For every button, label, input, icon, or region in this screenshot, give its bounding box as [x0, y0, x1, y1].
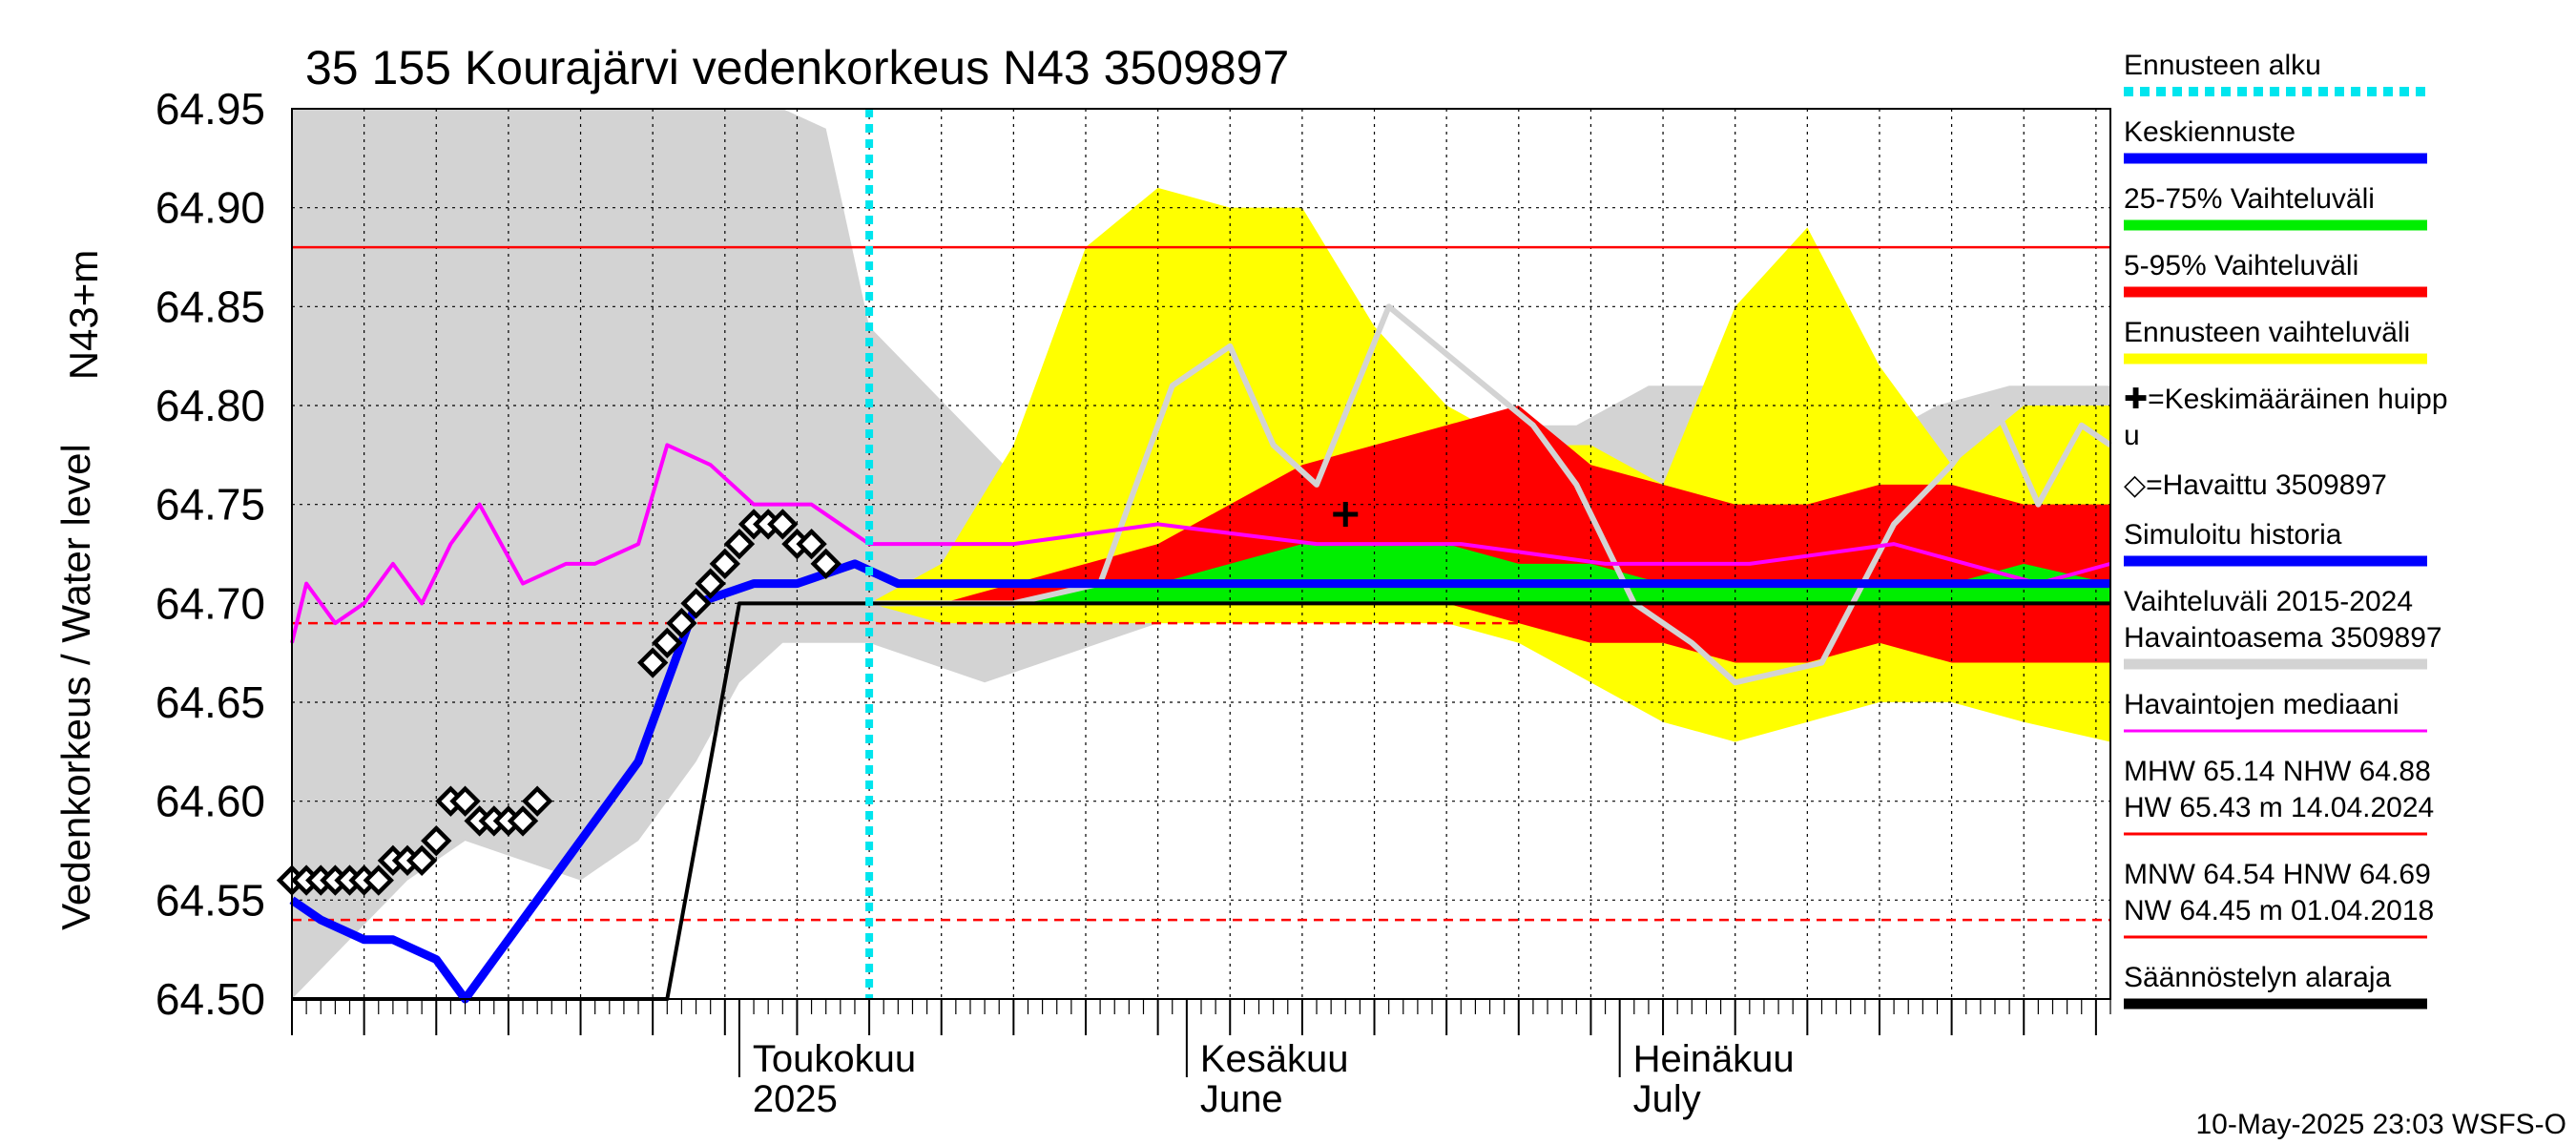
y-tick-label: 64.95	[156, 84, 265, 134]
y-axis-label-inner: N43+m	[61, 250, 106, 381]
y-tick-label: 64.50	[156, 974, 265, 1024]
observed-point	[363, 864, 394, 896]
legend-label: Vaihteluväli 2015-2024	[2124, 586, 2413, 617]
y-tick-label: 64.60	[156, 777, 265, 826]
observed-point	[810, 548, 841, 580]
legend-label: Ennusteen alku	[2124, 50, 2321, 81]
legend-label: MHW 65.14 NHW 64.88	[2124, 756, 2431, 787]
y-axis-label-outer: Vedenkorkeus / Water level	[53, 444, 98, 930]
observed-point	[636, 647, 669, 678]
x-month-label-sub: July	[1633, 1078, 1701, 1120]
x-month-label: Kesäkuu	[1200, 1038, 1349, 1080]
x-month-label: Toukokuu	[753, 1038, 916, 1080]
band-25-75-vaihteluv-li	[869, 544, 2110, 604]
y-tick-label: 64.80	[156, 381, 265, 430]
x-month-label-sub: 2025	[753, 1078, 838, 1120]
legend-label: 5-95% Vaihteluväli	[2124, 250, 2358, 281]
observed-point	[796, 528, 827, 560]
y-tick-label: 64.75	[156, 480, 265, 530]
observed-point	[723, 528, 756, 560]
plot-area: 64.95 64.90 64.85 64.80 64.75 64.70 64.65 64.60…	[156, 84, 2112, 1120]
legend-label: Havaintoasema 3509897	[2124, 622, 2442, 654]
observed-point	[405, 844, 438, 877]
observed-point	[680, 588, 712, 619]
legend-label: ✚=Keskimääräinen huipp	[2124, 384, 2448, 415]
observed-point	[421, 824, 452, 857]
y-tick-label: 64.85	[156, 281, 265, 331]
x-month-label-sub: June	[1200, 1078, 1283, 1120]
y-tick-label: 64.90	[156, 183, 265, 233]
observed-point	[507, 805, 539, 837]
legend-label: Havaintojen mediaani	[2124, 689, 2399, 720]
observed-point	[695, 568, 726, 599]
observed-point	[666, 607, 697, 639]
observed-point	[449, 785, 481, 817]
legend-label: 25-75% Vaihteluväli	[2124, 183, 2375, 215]
legend-label: Ennusteen vaihteluväli	[2124, 317, 2410, 348]
observed-point	[767, 509, 799, 540]
legend-label: u	[2124, 420, 2140, 451]
series-line-ennusteen-alkuarvo	[869, 303, 2112, 686]
legend: Ennusteen alku Keskiennuste 25-75% Vaihtel…	[2124, 50, 2448, 1010]
y-tick-label: 64.70	[156, 578, 265, 628]
x-month-label: Heinäkuu	[1633, 1038, 1795, 1080]
legend-label: HW 65.43 m 14.04.2024	[2124, 792, 2434, 823]
legend-label: MNW 64.54 HNW 64.69	[2124, 859, 2431, 890]
legend-label: Keskiennuste	[2124, 116, 2296, 148]
observed-point	[709, 548, 740, 580]
series-line-havaintojen-mediaani	[290, 443, 2111, 644]
timestamp-footer: 10-May-2025 23:03 WSFS-O	[2196, 1109, 2567, 1140]
mean-peak-marker	[1333, 502, 1359, 528]
legend-label: ◇=Havaittu 3509897	[2124, 469, 2387, 501]
y-tick-label: 64.65	[156, 677, 265, 727]
legend-label: Säännöstelyn alaraja	[2124, 962, 2392, 993]
chart-title: 35 155 Kourajärvi vedenkorkeus N43 35098…	[305, 41, 1289, 94]
observed-point	[521, 785, 553, 817]
observed-point	[652, 627, 683, 658]
y-tick-label: 64.55	[156, 875, 265, 925]
legend-label: NW 64.45 m 01.04.2018	[2124, 895, 2434, 926]
legend-label: Simuloitu historia	[2124, 519, 2342, 551]
